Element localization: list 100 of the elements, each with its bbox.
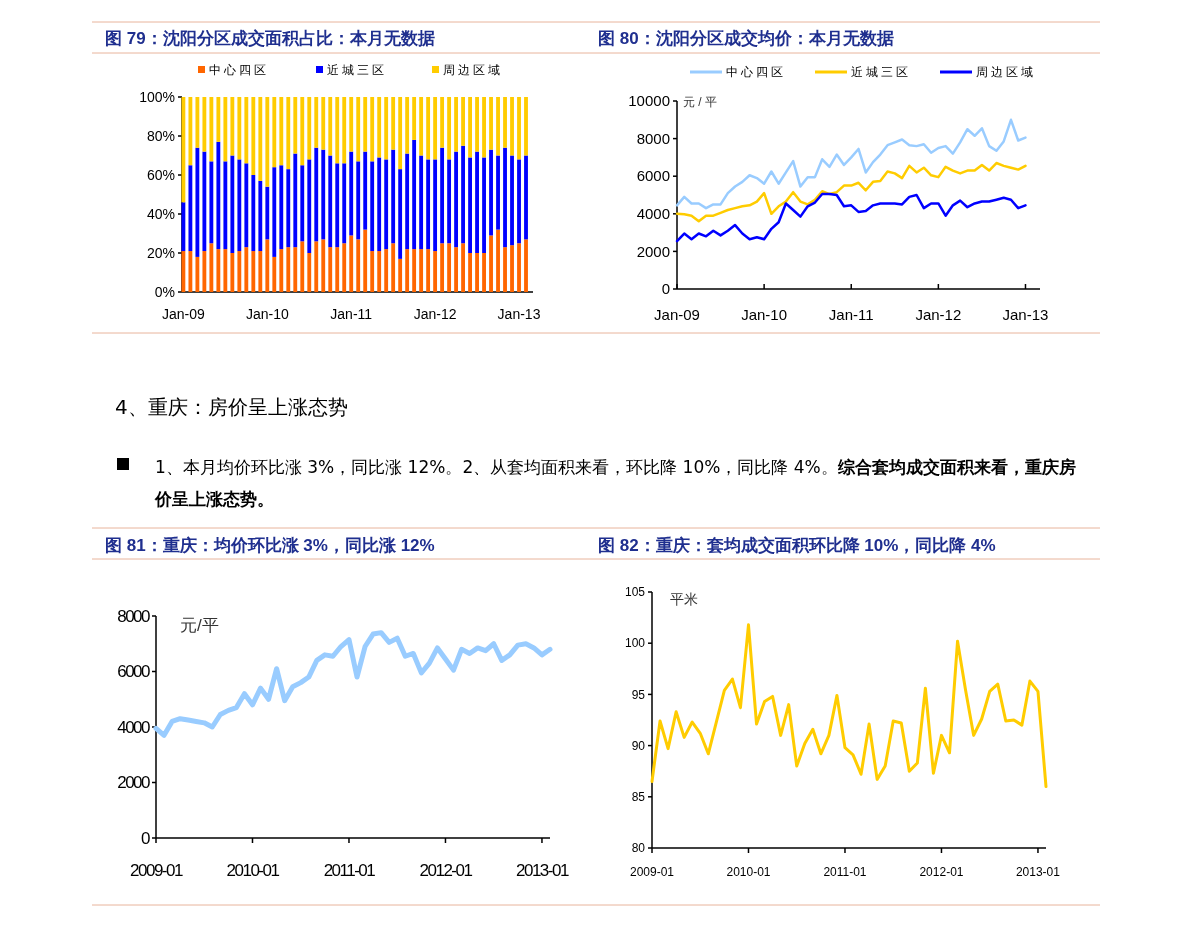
bar xyxy=(405,153,410,250)
bar xyxy=(398,258,403,292)
bar xyxy=(356,97,361,162)
bar xyxy=(503,147,507,248)
bar xyxy=(447,243,452,292)
line-series xyxy=(675,118,1027,210)
bar xyxy=(433,97,438,160)
bar xyxy=(195,147,200,257)
y-tick-label: 6000 xyxy=(117,662,151,682)
bar xyxy=(356,161,361,240)
bar xyxy=(412,97,417,140)
bar xyxy=(244,97,249,164)
bar xyxy=(517,159,521,244)
bar xyxy=(496,229,500,292)
x-tick-label: 2011-01 xyxy=(323,861,376,880)
bar xyxy=(300,165,305,242)
bar xyxy=(265,186,270,240)
bar xyxy=(279,97,284,166)
bar xyxy=(482,157,486,253)
bar xyxy=(482,97,486,158)
x-tick-label: Jan-10 xyxy=(245,306,289,322)
bar xyxy=(279,249,284,292)
legend-label: 近城三区 xyxy=(327,63,387,77)
bar xyxy=(307,159,312,253)
bar xyxy=(370,251,375,292)
bar xyxy=(517,243,521,292)
bar xyxy=(223,249,228,292)
bar xyxy=(370,97,375,162)
bar xyxy=(328,97,333,156)
x-tick-label: 2009-01 xyxy=(130,861,183,880)
bar xyxy=(209,161,214,244)
bar xyxy=(440,147,445,244)
bar xyxy=(475,253,479,292)
bar xyxy=(223,97,228,162)
bar xyxy=(363,151,368,230)
bar xyxy=(419,249,424,292)
y-tick-label: 60% xyxy=(146,166,175,183)
legend-label: 中心四区 xyxy=(209,63,269,77)
bar xyxy=(251,175,256,252)
y-tick-label: 0 xyxy=(141,828,151,848)
bar xyxy=(496,97,500,156)
y-tick-label: 10000 xyxy=(628,92,670,110)
bar xyxy=(230,155,235,253)
bar xyxy=(447,159,452,244)
x-tick-label: 2011-01 xyxy=(823,865,867,879)
bar xyxy=(195,97,200,148)
bar xyxy=(328,247,333,292)
bar xyxy=(342,243,347,292)
x-tick-label: 2010-01 xyxy=(726,865,771,879)
bar xyxy=(230,97,235,156)
bar xyxy=(517,97,521,160)
y-axis-title: 平米 xyxy=(670,591,698,607)
y-tick-label: 105 xyxy=(624,585,646,600)
chart-title: 图 79：沈阳分区成交面积占比：本月无数据 xyxy=(105,29,435,48)
bar xyxy=(377,251,382,292)
bar xyxy=(286,247,291,292)
bar xyxy=(503,247,507,292)
bar xyxy=(202,97,207,152)
bar xyxy=(258,180,263,252)
bar xyxy=(461,97,465,146)
bar xyxy=(496,155,500,230)
legend-label: 周边区域 xyxy=(443,63,503,77)
bar xyxy=(321,239,326,292)
bar xyxy=(272,97,277,168)
legend-item: 近城三区 xyxy=(316,63,387,77)
y-tick-label: 40% xyxy=(146,205,175,222)
bar xyxy=(181,202,186,252)
bar xyxy=(328,155,333,248)
bar xyxy=(489,235,493,292)
bar xyxy=(272,256,277,292)
bar xyxy=(405,249,410,292)
bar xyxy=(391,97,396,150)
bar xyxy=(377,97,382,158)
y-tick-label: 20% xyxy=(146,244,175,261)
bar xyxy=(216,141,221,250)
bar xyxy=(293,153,298,248)
bar xyxy=(440,97,445,148)
legend-item: 中心四区 xyxy=(690,65,786,79)
y-tick-label: 90 xyxy=(631,738,646,753)
bar xyxy=(461,145,465,244)
x-tick-label: Jan-11 xyxy=(330,306,373,322)
bar xyxy=(307,97,312,160)
y-tick-label: 2000 xyxy=(636,242,670,260)
bar xyxy=(202,151,207,252)
bar xyxy=(377,157,382,252)
x-tick-label: 2012-01 xyxy=(919,865,964,879)
bar xyxy=(293,247,298,292)
x-tick-label: 2009-01 xyxy=(629,865,675,879)
bar xyxy=(342,97,347,164)
bar xyxy=(188,97,193,166)
bar xyxy=(426,97,431,160)
bar xyxy=(482,253,486,292)
bar xyxy=(356,239,361,292)
legend-label: 中心四区 xyxy=(726,65,786,79)
x-tick-label: Jan-13 xyxy=(497,306,541,322)
y-axis-title: 元 / 平 xyxy=(683,95,718,109)
bar xyxy=(510,97,514,156)
bar xyxy=(510,155,514,246)
bar xyxy=(258,97,263,181)
bar xyxy=(209,243,214,292)
